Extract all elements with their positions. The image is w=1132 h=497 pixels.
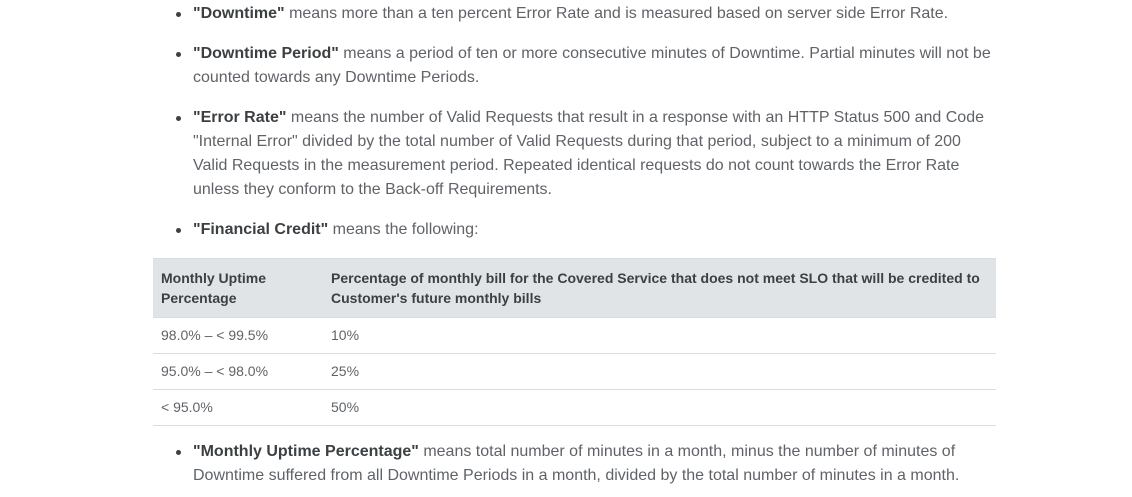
table-header-row: Monthly Uptime Percentage Percentage of …: [153, 258, 996, 318]
table-row: < 95.0% 50%: [153, 389, 996, 426]
column-header-uptime: Monthly Uptime Percentage: [153, 258, 323, 318]
definition-text: means more than a ten percent Error Rate…: [284, 5, 949, 22]
table-cell: 50%: [323, 389, 996, 426]
table-cell: 98.0% – < 99.5%: [153, 317, 323, 354]
definition-term: "Monthly Uptime Percentage": [193, 443, 419, 460]
definition-term: "Downtime": [193, 5, 285, 22]
definition-item-error-rate: "Error Rate" means the number of Valid R…: [153, 106, 996, 202]
definitions-list: "Downtime" means more than a ten percent…: [153, 2, 996, 242]
table-cell: 25%: [323, 353, 996, 390]
table-cell: 10%: [323, 317, 996, 354]
definitions-list-continued: "Monthly Uptime Percentage" means total …: [153, 440, 996, 488]
definition-item-monthly-uptime: "Monthly Uptime Percentage" means total …: [153, 440, 996, 488]
table-row: 98.0% – < 99.5% 10%: [153, 317, 996, 354]
column-header-credit: Percentage of monthly bill for the Cover…: [323, 258, 996, 318]
definition-item-downtime: "Downtime" means more than a ten percent…: [153, 2, 996, 26]
definition-item-downtime-period: "Downtime Period" means a period of ten …: [153, 42, 996, 90]
definition-text: means total number of minutes in a month…: [193, 443, 960, 484]
table-cell: 95.0% – < 98.0%: [153, 353, 323, 390]
definition-text: means the following:: [328, 221, 479, 238]
definition-term: "Financial Credit": [193, 221, 329, 238]
financial-credit-table: Monthly Uptime Percentage Percentage of …: [153, 258, 996, 426]
table-cell: < 95.0%: [153, 389, 323, 426]
definition-term: "Error Rate": [193, 109, 287, 126]
table-row: 95.0% – < 98.0% 25%: [153, 353, 996, 390]
definition-item-financial-credit: "Financial Credit" means the following:: [153, 218, 996, 242]
definition-text: means the number of Valid Requests that …: [193, 109, 984, 198]
definition-term: "Downtime Period": [193, 45, 339, 62]
definition-text: means a period of ten or more consecutiv…: [193, 45, 991, 86]
